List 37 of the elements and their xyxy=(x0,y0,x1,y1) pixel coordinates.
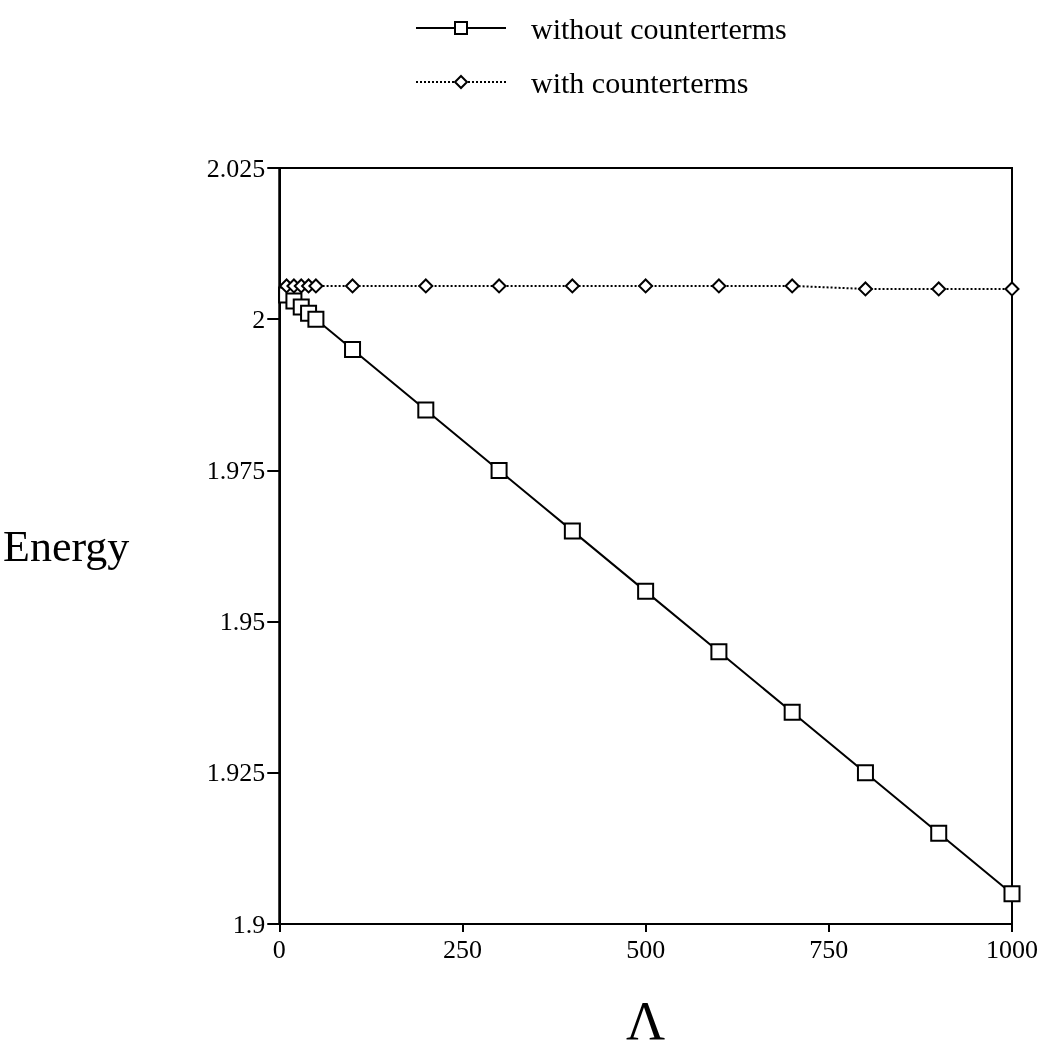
point xyxy=(783,703,801,721)
x-tick-label: 0 xyxy=(272,934,286,964)
point xyxy=(563,522,581,540)
point xyxy=(710,643,728,661)
point xyxy=(307,310,325,328)
point xyxy=(344,340,362,358)
point xyxy=(1004,281,1020,297)
x-tick-label: 1000 xyxy=(986,934,1038,964)
point xyxy=(784,278,800,294)
x-tick-label: 750 xyxy=(809,934,849,964)
legend-label: without counterterms xyxy=(531,11,787,45)
x-axis-title: Λ xyxy=(626,991,666,1051)
point xyxy=(711,278,727,294)
point xyxy=(345,278,361,294)
point xyxy=(1003,885,1021,903)
point xyxy=(418,278,434,294)
point xyxy=(417,401,435,419)
y-axis-title: Energy xyxy=(3,521,130,571)
legend-label: with counterterms xyxy=(531,65,749,99)
point xyxy=(490,461,508,479)
y-tick-label: 2 xyxy=(252,304,266,334)
point xyxy=(637,582,655,600)
point xyxy=(856,764,874,782)
point xyxy=(857,281,873,297)
x-tick-label: 250 xyxy=(442,934,482,964)
y-tick-label: 2.025 xyxy=(206,153,266,183)
point xyxy=(638,278,654,294)
point xyxy=(931,281,947,297)
y-tick-label: 1.975 xyxy=(206,455,266,485)
y-tick-label: 1.9 xyxy=(232,909,266,939)
point xyxy=(930,824,948,842)
x-tick-label: 500 xyxy=(626,934,666,964)
point xyxy=(564,278,580,294)
point xyxy=(308,278,324,294)
y-tick-label: 1.95 xyxy=(219,607,266,637)
point xyxy=(491,278,507,294)
y-tick-label: 1.925 xyxy=(206,758,266,788)
